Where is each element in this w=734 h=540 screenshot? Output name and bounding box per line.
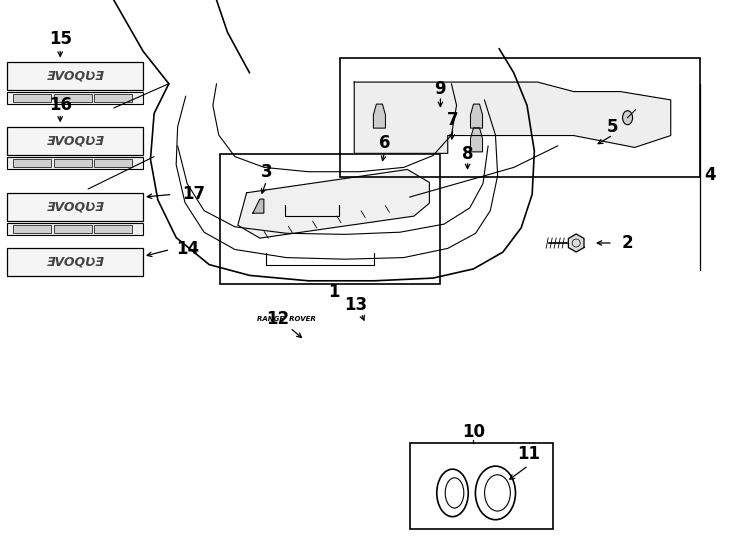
Text: 12: 12 xyxy=(266,309,289,328)
Bar xyxy=(7,157,143,169)
Text: ƎVOQƲƎ: ƎVOQƲƎ xyxy=(46,256,104,269)
Text: 16: 16 xyxy=(48,96,72,114)
Text: 6: 6 xyxy=(379,134,390,152)
Bar xyxy=(220,154,440,284)
Polygon shape xyxy=(470,104,482,128)
Bar xyxy=(12,159,51,167)
Text: ƎVOQƲƎ: ƎVOQƲƎ xyxy=(46,134,104,147)
Text: 4: 4 xyxy=(705,166,716,185)
Bar xyxy=(7,193,143,221)
Bar xyxy=(94,225,132,233)
Bar xyxy=(54,94,92,102)
Polygon shape xyxy=(568,234,584,252)
Bar xyxy=(94,159,132,167)
Text: 1: 1 xyxy=(328,282,340,301)
Text: 13: 13 xyxy=(344,296,368,314)
Text: 11: 11 xyxy=(517,444,540,463)
Polygon shape xyxy=(252,199,264,213)
Text: 2: 2 xyxy=(622,234,633,252)
Text: 5: 5 xyxy=(607,118,619,136)
Bar xyxy=(54,159,92,167)
Bar xyxy=(7,127,143,155)
Bar xyxy=(54,225,92,233)
Text: 17: 17 xyxy=(182,185,206,204)
Bar xyxy=(12,94,51,102)
Text: 9: 9 xyxy=(435,80,446,98)
Bar xyxy=(94,94,132,102)
Text: RANGE  ROVER: RANGE ROVER xyxy=(257,315,316,322)
Bar xyxy=(7,248,143,276)
Bar xyxy=(7,224,143,235)
Text: 15: 15 xyxy=(48,30,72,49)
Text: ƎVOQƲƎ: ƎVOQƲƎ xyxy=(46,70,104,83)
Text: 3: 3 xyxy=(261,163,272,181)
Polygon shape xyxy=(238,170,429,238)
Polygon shape xyxy=(355,82,671,153)
Polygon shape xyxy=(470,128,482,152)
Ellipse shape xyxy=(622,111,633,125)
Bar xyxy=(7,62,143,90)
Bar xyxy=(340,58,700,177)
Text: 7: 7 xyxy=(447,111,459,129)
Text: ƎVOQƲƎ: ƎVOQƲƎ xyxy=(46,201,104,214)
Text: 8: 8 xyxy=(462,145,473,163)
Bar xyxy=(7,92,143,104)
Bar xyxy=(410,443,553,529)
Polygon shape xyxy=(374,104,385,128)
Text: 14: 14 xyxy=(176,240,200,259)
Bar xyxy=(12,225,51,233)
Text: 10: 10 xyxy=(462,423,485,441)
